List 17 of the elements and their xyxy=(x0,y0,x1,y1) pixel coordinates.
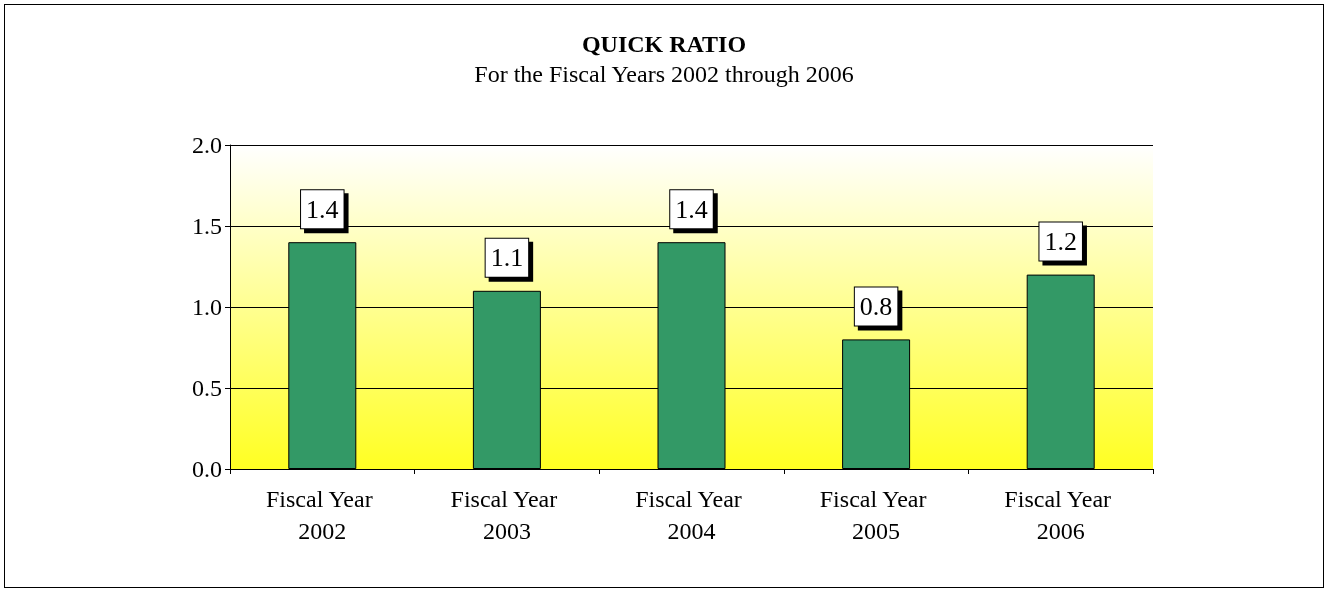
chart-title: QUICK RATIO xyxy=(581,31,747,57)
data-label: 1.4 xyxy=(675,194,708,224)
x-tick-label: Fiscal Year 2003 xyxy=(450,486,564,544)
data-label: 0.8 xyxy=(859,291,893,321)
y-tick-label: 1.0 xyxy=(192,294,222,320)
y-tick-label: 0.5 xyxy=(192,375,222,401)
x-tick-label: Fiscal Year 2002 xyxy=(265,486,379,544)
x-tick-label: Fiscal Year 2005 xyxy=(819,486,933,544)
y-tick-label: 1.5 xyxy=(192,213,222,239)
chart-subtitle: For the Fiscal Years 2002 through 2006 xyxy=(474,61,854,87)
y-tick-label: 2.0 xyxy=(192,132,222,158)
data-label: 1.4 xyxy=(306,194,339,224)
x-tick-label: Fiscal Year 2004 xyxy=(635,486,748,544)
data-label: 1.1 xyxy=(490,243,524,273)
x-tick-label: Fiscal Year 2006 xyxy=(1004,486,1118,544)
data-label: 1.2 xyxy=(1044,227,1077,257)
y-tick-label: 0.0 xyxy=(192,456,222,482)
